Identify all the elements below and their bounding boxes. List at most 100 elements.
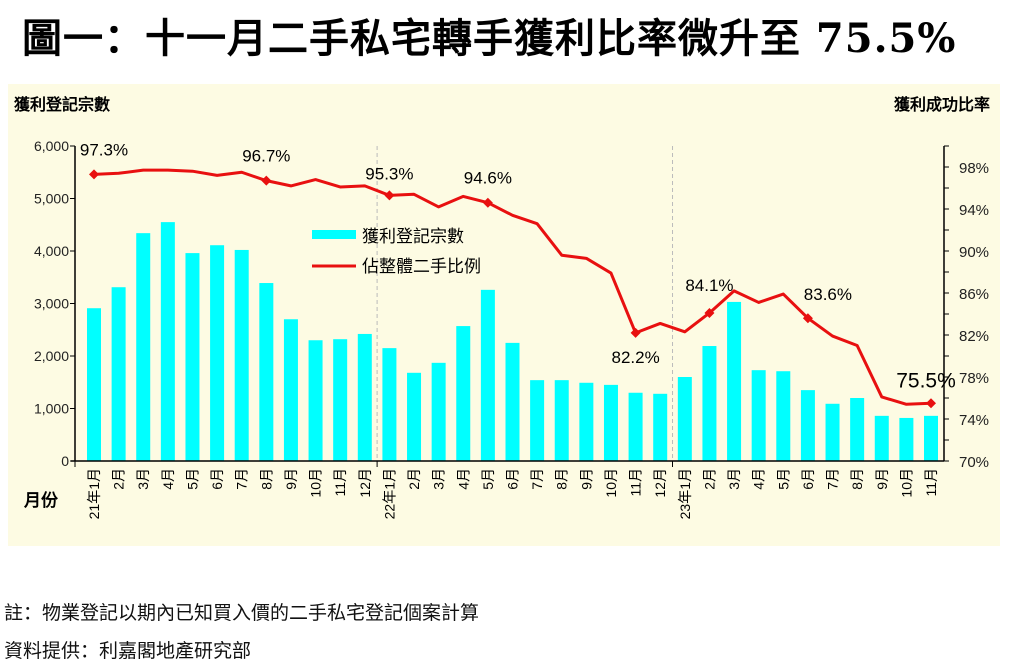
data-label: 83.6%: [804, 285, 852, 304]
ratio-line: [93, 168, 932, 406]
legend-bar-swatch: [312, 230, 356, 239]
x-tick-label: 21年1月: [86, 468, 102, 519]
bar-4月: [456, 326, 471, 461]
x-tick-label: 11月: [628, 468, 644, 497]
marker-5月: [482, 197, 493, 208]
x-tick-label: 9月: [283, 468, 299, 490]
x-tick-label: 22年1月: [381, 468, 397, 519]
x-tick-label: 10月: [308, 468, 324, 498]
x-tick-label: 6月: [800, 468, 816, 490]
bar-22年1月: [382, 348, 397, 461]
marker-6月: [802, 313, 813, 324]
x-tick-label: 4月: [455, 468, 471, 490]
marker-11月: [630, 327, 641, 338]
x-tick-label: 3月: [431, 468, 447, 490]
bar-7月: [530, 380, 545, 461]
marker-21年1月: [89, 169, 99, 180]
left-tick-label: 2,000: [34, 348, 69, 364]
x-tick-label: 4月: [751, 468, 767, 490]
x-tick-label: 3月: [135, 468, 151, 490]
bar-21年1月: [87, 308, 101, 461]
bar-6月: [505, 342, 520, 461]
bar-9月: [579, 382, 594, 461]
bar-23年1月: [677, 377, 692, 461]
data-label: 75.5%: [896, 369, 956, 392]
legend-bar-label: 獲利登記宗數: [362, 227, 464, 246]
left-tick-label: 1,000: [34, 401, 69, 417]
x-tick-label: 8月: [554, 468, 570, 490]
bar-3月: [727, 301, 742, 461]
source-note: 資料提供：利嘉閣地產研究部: [4, 640, 252, 662]
right-tick-label: 94%: [959, 202, 989, 219]
bar-2月: [407, 372, 422, 461]
bar-8月: [850, 398, 865, 461]
bar-9月: [874, 415, 889, 461]
bar-7月: [825, 403, 840, 461]
bar-10月: [603, 384, 618, 461]
right-tick-label: 70%: [959, 454, 989, 471]
bar-10月: [899, 417, 914, 461]
bar-8月: [259, 283, 274, 461]
marker-8月: [261, 175, 272, 186]
x-tick-label: 8月: [849, 468, 865, 490]
right-tick-label: 82%: [959, 328, 989, 345]
left-tick-label: 0: [61, 453, 69, 469]
chart-title: 圖一：十一月二手私宅轉手獲利比率微升至 75.5%: [22, 15, 957, 62]
x-tick-label: 6月: [505, 468, 521, 490]
bar-3月: [136, 233, 151, 461]
x-tick-label: 3月: [726, 468, 742, 490]
data-label: 84.1%: [685, 276, 733, 295]
data-label: 97.3%: [80, 140, 128, 159]
bar-11月: [333, 339, 348, 461]
left-axis-title: 獲利登記宗數: [14, 95, 110, 114]
marker-2月: [704, 307, 715, 318]
bar-6月: [210, 245, 225, 461]
bar-12月: [357, 333, 372, 461]
data-label: 96.7%: [242, 147, 290, 166]
left-tick-label: 6,000: [34, 138, 69, 154]
right-tick-label: 78%: [959, 370, 989, 387]
right-axis-title: 獲利成功比率: [894, 95, 990, 114]
bar-11月: [628, 392, 643, 461]
left-tick-label: 4,000: [34, 243, 69, 259]
bar-9月: [283, 319, 298, 461]
x-tick-label: 4月: [160, 468, 176, 490]
bar-10月: [308, 340, 323, 461]
marker-11月: [926, 398, 936, 409]
x-tick-label: 10月: [603, 468, 619, 498]
x-tick-label: 5月: [775, 468, 791, 490]
x-tick-label: 12月: [357, 468, 373, 498]
x-tick-label: 2月: [701, 468, 717, 490]
x-tick-label: 11月: [923, 468, 939, 497]
x-tick-label: 12月: [652, 468, 668, 498]
x-tick-label: 7月: [825, 468, 841, 490]
bar-5月: [480, 289, 495, 461]
data-label: 95.3%: [365, 164, 413, 183]
bar-2月: [702, 346, 717, 461]
bar-4月: [160, 222, 175, 461]
right-tick-label: 90%: [959, 244, 989, 261]
x-tick-label: 23年1月: [677, 468, 693, 519]
data-label: 82.2%: [611, 348, 659, 367]
right-tick-label: 74%: [959, 412, 989, 429]
left-tick-label: 5,000: [34, 191, 69, 207]
bar-7月: [234, 249, 249, 461]
x-axis-title: 月份: [23, 490, 59, 510]
right-tick-label: 98%: [959, 160, 989, 177]
x-tick-label: 7月: [234, 468, 250, 490]
x-tick-label: 2月: [111, 468, 127, 490]
x-tick-label: 5月: [480, 468, 496, 490]
x-tick-label: 11月: [332, 468, 348, 497]
bar-12月: [653, 393, 668, 461]
x-tick-label: 2月: [406, 468, 422, 490]
x-tick-label: 9月: [874, 468, 890, 490]
x-tick-label: 5月: [184, 468, 200, 490]
x-tick-label: 8月: [258, 468, 274, 490]
x-tick-label: 10月: [898, 468, 914, 498]
x-tick-label: 6月: [209, 468, 225, 490]
legend-line-label: 佔整體二手比例: [362, 257, 481, 276]
footnote: 註：物業登記以期內已知買入價的二手私宅登記個案計算: [4, 602, 480, 624]
left-tick-label: 3,000: [34, 296, 69, 312]
x-tick-label: 9月: [578, 468, 594, 490]
bar-3月: [431, 362, 446, 461]
